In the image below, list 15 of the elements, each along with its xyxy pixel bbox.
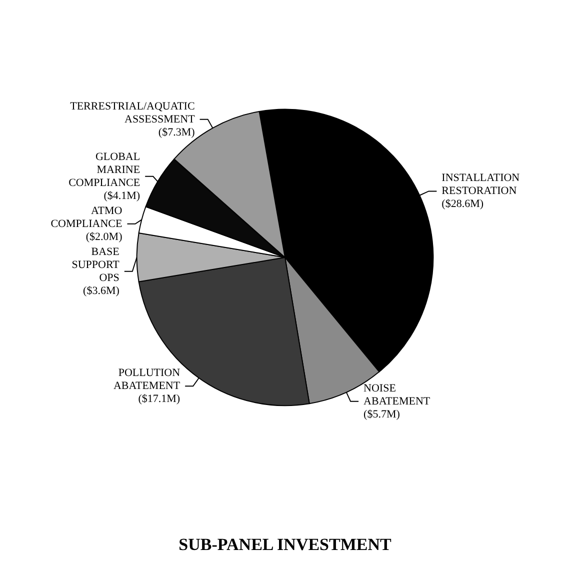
text: SUB-PANEL INVESTMENT [178, 535, 392, 554]
data-label: ($17.1M) [138, 393, 180, 406]
data-label: ($7.3M) [158, 126, 196, 138]
slice-label: BASE SUPPORT OPS [72, 246, 120, 284]
slice-label: INSTALLATION RESTORATION [442, 172, 520, 198]
data-label: ($4.1M) [104, 190, 140, 202]
slice-label: POLLUTION ABATEMENT [113, 367, 180, 392]
data-label: ($28.6M) [442, 198, 484, 210]
slice-label: TERRESTRIAL/AQUATIC ASSESSMENT [70, 100, 196, 126]
data-label: ($2.0M) [86, 230, 123, 243]
slice-label: ATMO COMPLIANCE [50, 204, 122, 230]
slice-label: NOISE ABATEMENT [364, 382, 430, 408]
data-label: ($3.6M) [83, 284, 120, 297]
slice-label: GLOBAL MARINE COMPLIANCE [68, 150, 140, 189]
data-label: ($5.7M) [364, 408, 400, 420]
